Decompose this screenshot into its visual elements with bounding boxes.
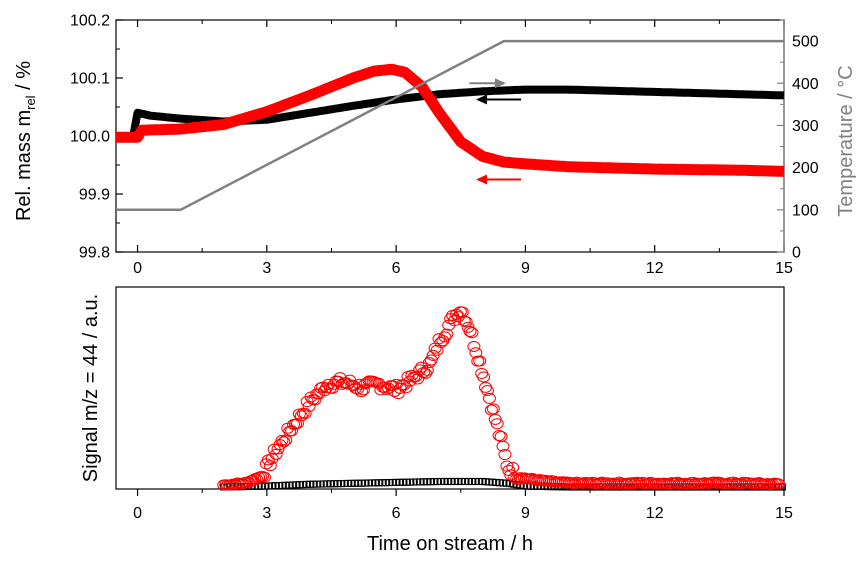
bottom-circle-marker [469,347,483,359]
bottom-circle-marker [498,449,512,461]
bottom-circle-marker [762,478,776,490]
bottom-circle-marker [771,478,785,490]
top-y-tick-label: 100.0 [70,129,110,146]
bottom-circle-marker [449,308,463,320]
bottom-circle-marker [459,316,473,328]
top-y-axis-label-suffix: / % [13,61,35,96]
top-arrow-2-head [476,174,488,185]
top-series-2-line [116,39,784,212]
top-y-axis-label: Rel. mass mrel / % [13,61,38,221]
top-arrow-1-head [476,94,488,105]
bottom-circle-marker [275,434,289,446]
bottom-x-axis-label: Time on stream / h [367,533,533,555]
top-x-tick-label: 0 [133,260,142,277]
bottom-x-tick-label: 12 [646,505,664,522]
bottom-x-tick-label: 9 [521,505,530,522]
bottom-circle-marker [422,357,436,369]
bottom-panel: 0 3 6 9 12 15 Signal m/z = 44 / a.u. Time on … [80,286,793,555]
bottom-circle-marker [356,384,370,396]
top-y2-tick-label: 0 [792,245,801,262]
bottom-circle-marker [277,436,291,448]
bottom-circle-marker [477,371,491,383]
bottom-circle-marker [486,403,500,415]
bottom-x-tick-label: 0 [133,505,142,522]
bottom-circle-marker [490,418,504,430]
top-y2-tick-label: 300 [792,118,819,135]
top-y2-tick-label: 100 [792,202,819,219]
bottom-circle-marker [434,336,448,348]
bottom-circle-marker [269,448,283,460]
top-y-tick-label: 100.2 [70,13,110,30]
top-arrow-0-head [494,78,506,89]
top-y2-tick-label: 200 [792,160,819,177]
top-series-1-line [112,63,788,177]
bottom-circle-marker [430,344,444,356]
top-x-tick-label: 9 [521,260,530,277]
top-annotations [469,78,522,185]
bottom-x-tick-label: 6 [392,505,401,522]
bottom-circle-marker [492,430,506,442]
top-y-axis-label-subscript: rel [23,95,38,110]
bottom-circle-marker [465,327,479,339]
bottom-circle-marker [455,306,469,318]
bottom-circle-marker [440,328,454,340]
bottom-circle-marker [351,383,365,395]
bottom-circle-marker [399,382,413,394]
bottom-circle-marker [257,471,271,483]
bottom-circle-marker [298,408,312,420]
bottom-circle-marker [457,315,471,327]
bottom-circle-marker [484,404,498,416]
bottom-circle-marker [294,410,308,422]
bottom-circle-marker [473,355,487,367]
bottom-circle-marker [463,326,477,338]
bottom-x-tick-label: 3 [262,505,271,522]
bottom-circle-marker [416,366,430,378]
top-y-tick-label: 100.1 [70,71,110,88]
top-y-tick-label: 99.9 [79,187,110,204]
bottom-circle-marker [482,392,496,404]
bottom-circle-marker [354,386,368,398]
top-series [112,39,788,212]
bottom-series [217,306,786,491]
bottom-y-axis-label: Signal m/z = 44 / a.u. [80,294,102,482]
bottom-circle-marker [496,440,510,452]
bottom-circle-marker [339,377,353,389]
top-y2-tick-label: 500 [792,34,819,51]
bottom-circle-marker [263,460,277,472]
top-x-tick-label: 12 [646,260,664,277]
top-y2-tick-label: 400 [792,76,819,93]
bottom-plot-frame [115,286,785,490]
bottom-circle-marker [480,384,494,396]
bottom-x-tick-label: 15 [775,505,793,522]
top-panel: 0 3 6 9 12 15 99.8 99.9 100.0 100.1 100.2 0 100 200 30… [13,13,857,278]
bottom-circle-marker [424,354,438,366]
top-x-tick-label: 15 [775,260,793,277]
bottom-circle-marker [438,331,452,343]
bottom-axis-ticks: 0 3 6 9 12 15 [133,489,793,522]
bottom-circle-marker [308,394,322,406]
top-y-tick-label: 99.8 [79,245,110,262]
top-axis-ticks: 0 3 6 9 12 15 99.8 99.9 100.0 100.1 100.2 0 100 200 30… [70,13,819,278]
top-y2-axis-label: Temperature / °C [835,65,857,216]
bottom-circle-marker [265,453,279,465]
top-x-tick-label: 3 [262,260,271,277]
top-x-tick-label: 6 [392,260,401,277]
bottom-circle-marker [420,364,434,376]
bottom-circle-marker [467,341,481,353]
